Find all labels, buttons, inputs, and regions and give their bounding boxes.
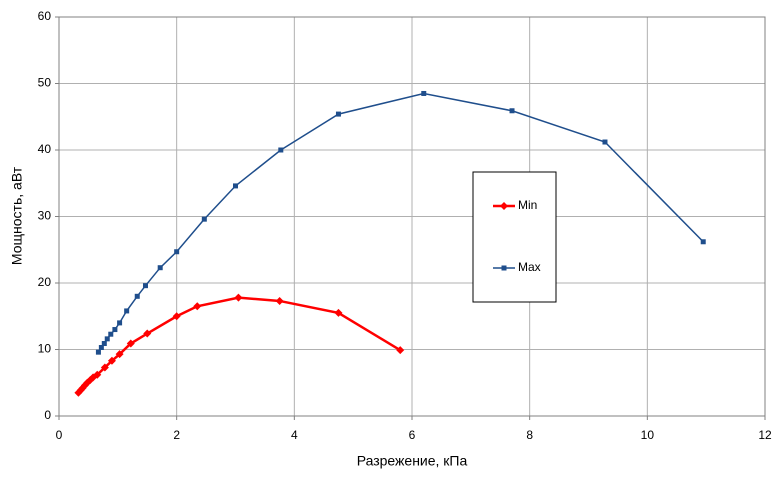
marker bbox=[124, 308, 130, 314]
marker bbox=[143, 329, 152, 338]
x-tick-label: 10 bbox=[641, 428, 655, 442]
marker bbox=[509, 108, 515, 114]
marker bbox=[193, 302, 202, 311]
x-tick-label: 8 bbox=[526, 428, 533, 442]
marker bbox=[134, 293, 140, 299]
marker bbox=[335, 111, 341, 117]
y-tick-label: 60 bbox=[38, 9, 52, 23]
marker bbox=[126, 339, 135, 348]
marker bbox=[107, 356, 116, 365]
plot-border bbox=[58, 16, 766, 417]
y-tick-label: 10 bbox=[38, 342, 52, 356]
marker bbox=[334, 308, 343, 317]
marker bbox=[95, 349, 101, 355]
y-tick-label: 50 bbox=[38, 76, 52, 90]
marker bbox=[115, 350, 124, 359]
series-line bbox=[97, 92, 704, 353]
marker bbox=[278, 147, 284, 153]
legend-label: Min bbox=[518, 198, 537, 212]
x-tick-label: 0 bbox=[56, 428, 63, 442]
marker bbox=[98, 345, 104, 351]
marker bbox=[108, 331, 114, 337]
marker bbox=[157, 265, 163, 271]
marker bbox=[93, 370, 102, 379]
marker bbox=[104, 336, 110, 342]
marker bbox=[201, 216, 207, 222]
legend-marker bbox=[500, 202, 508, 210]
marker bbox=[117, 320, 123, 326]
legend-box bbox=[472, 171, 557, 303]
y-axis-title: Мощность, аВт bbox=[9, 166, 25, 265]
marker bbox=[174, 249, 180, 255]
marker bbox=[234, 293, 243, 302]
y-tick-label: 0 bbox=[44, 408, 51, 422]
marker bbox=[275, 296, 284, 305]
marker bbox=[233, 183, 238, 189]
y-tick-label: 20 bbox=[38, 275, 52, 289]
marker bbox=[101, 341, 107, 347]
legend-label: Max bbox=[518, 260, 541, 274]
marker bbox=[396, 346, 405, 355]
x-tick-label: 6 bbox=[409, 428, 416, 442]
y-tick-label: 30 bbox=[38, 209, 52, 223]
marker bbox=[602, 139, 608, 145]
marker bbox=[100, 363, 109, 372]
x-tick-label: 12 bbox=[758, 428, 772, 442]
marker bbox=[112, 327, 118, 333]
y-tick-label: 40 bbox=[38, 142, 52, 156]
marker bbox=[421, 90, 427, 96]
legend-marker bbox=[501, 265, 507, 271]
marker bbox=[142, 283, 148, 289]
x-axis-title: Разрежение, кПа bbox=[357, 453, 468, 469]
x-tick-label: 4 bbox=[291, 428, 298, 442]
x-tick-label: 2 bbox=[173, 428, 180, 442]
marker bbox=[700, 239, 706, 245]
marker bbox=[172, 312, 181, 321]
